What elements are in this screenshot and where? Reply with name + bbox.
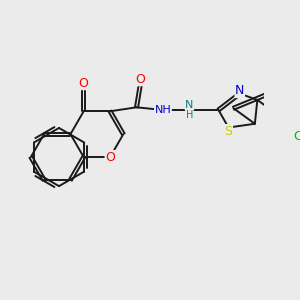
Text: H: H bbox=[186, 110, 193, 120]
Text: O: O bbox=[136, 73, 146, 85]
Text: O: O bbox=[79, 76, 88, 90]
Text: S: S bbox=[224, 124, 232, 138]
Text: Cl: Cl bbox=[293, 130, 300, 143]
Text: O: O bbox=[105, 151, 115, 164]
Text: NH: NH bbox=[154, 105, 171, 115]
Text: N: N bbox=[235, 85, 244, 98]
Text: N: N bbox=[185, 100, 194, 110]
